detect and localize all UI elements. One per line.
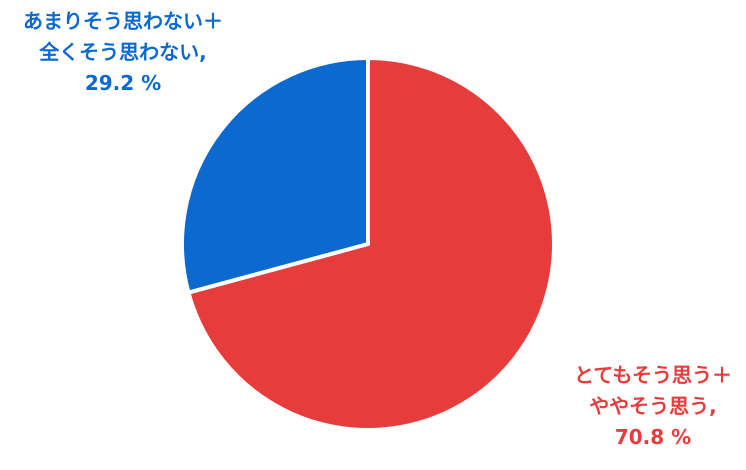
- slice-label-disagree: あまりそう思わない＋ 全くそう思わない, 29.2 %: [5, 6, 241, 99]
- slice-label-disagree-line-2: 全くそう思わない,: [39, 40, 207, 64]
- pie-slice-disagree: [180, 56, 370, 295]
- slice-label-disagree-line-1: あまりそう思わない＋: [23, 9, 223, 33]
- slice-label-agree: とてもそう思う＋ ややそう思う, 70.8 %: [560, 360, 746, 453]
- slice-value-agree: 70.8 %: [614, 425, 692, 449]
- slice-value-disagree: 29.2 %: [84, 71, 162, 95]
- pie-slice-agree: [186, 56, 556, 432]
- slice-label-agree-line-2: ややそう思う,: [589, 394, 717, 418]
- slice-label-agree-line-1: とてもそう思う＋: [574, 363, 732, 387]
